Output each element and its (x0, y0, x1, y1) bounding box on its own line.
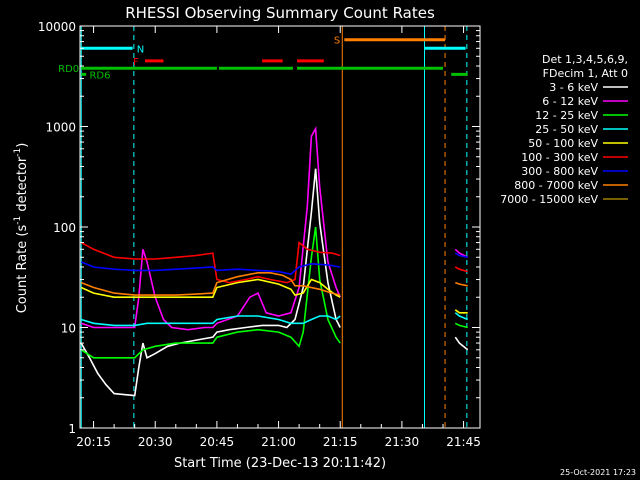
legend-label-4: 50 - 100 keV (528, 137, 598, 150)
legend-label-7: 800 - 7000 keV (514, 179, 598, 192)
y-tick-label-4: 10000 (38, 20, 76, 34)
x-tick-label-2: 20:45 (200, 435, 235, 449)
annotation-rd6: RD6 (89, 70, 110, 81)
series-line-1 (80, 125, 469, 331)
legend-label-5: 100 - 300 keV (521, 151, 598, 164)
y-tick-label-0: 1 (68, 422, 76, 436)
series-line-0 (80, 168, 469, 397)
x-axis-label: Start Time (23-Dec-13 20:11:42) (174, 456, 386, 471)
series-line-5 (80, 241, 468, 284)
legend-label-3: 25 - 50 keV (535, 123, 598, 136)
annotation-s: S (334, 36, 340, 47)
x-tick-label-0: 20:15 (76, 435, 111, 449)
annotation-rd0: RD0 (58, 64, 79, 75)
legend-label-1: 6 - 12 keV (542, 95, 598, 108)
legend-label-0: 3 - 6 keV (549, 81, 598, 94)
timestamp: 25-Oct-2021 17:23 (560, 468, 636, 477)
legend: Det 1,3,4,5,6,9, FDecim 1, Att 0 3 - 6 k… (500, 53, 628, 206)
x-tick-label-4: 21:15 (323, 435, 358, 449)
series-line-6 (80, 252, 468, 275)
x-tick-label-1: 20:30 (138, 435, 173, 449)
plot-frame (79, 25, 481, 429)
x-tick-label-3: 21:00 (261, 435, 296, 449)
series-line-2 (80, 226, 468, 359)
x-tick-label-6: 21:45 (446, 435, 481, 449)
legend-header-2: FDecim 1, Att 0 (543, 67, 628, 80)
y-axis-label: Count Rate (s-1 detector-1) (13, 143, 30, 314)
y-tick-label-1: 10 (61, 322, 76, 336)
annotation-n: N (137, 44, 144, 55)
legend-label-2: 12 - 25 keV (535, 109, 598, 122)
y-axis-label-mid: detector (15, 156, 30, 216)
series-line-3 (80, 312, 469, 327)
annotation-f: F (133, 57, 139, 68)
y-tick-label-2: 100 (53, 221, 76, 235)
y-tick-label-3: 1000 (45, 121, 76, 135)
legend-label-6: 300 - 800 keV (521, 165, 598, 178)
y-axis-label-sup2: -1 (13, 148, 23, 157)
y-axis-label-end: ) (15, 143, 30, 148)
legend-label-8: 7000 - 15000 keV (500, 193, 598, 206)
y-axis-label-main: Count Rate (s (15, 225, 30, 314)
series-line-4 (80, 278, 468, 314)
x-tick-label-5: 21:30 (385, 435, 420, 449)
y-axis-label-sup1: -1 (13, 216, 23, 225)
series-line-7 (80, 272, 468, 296)
chart-title: RHESSI Observing Summary Count Rates (125, 4, 435, 22)
plot-area: NF S RD0 RD6 20:15 20:30 20:45 21:00 21:15 21:30 2… (38, 20, 481, 449)
legend-header-1: Det 1,3,4,5,6,9, (542, 53, 628, 66)
